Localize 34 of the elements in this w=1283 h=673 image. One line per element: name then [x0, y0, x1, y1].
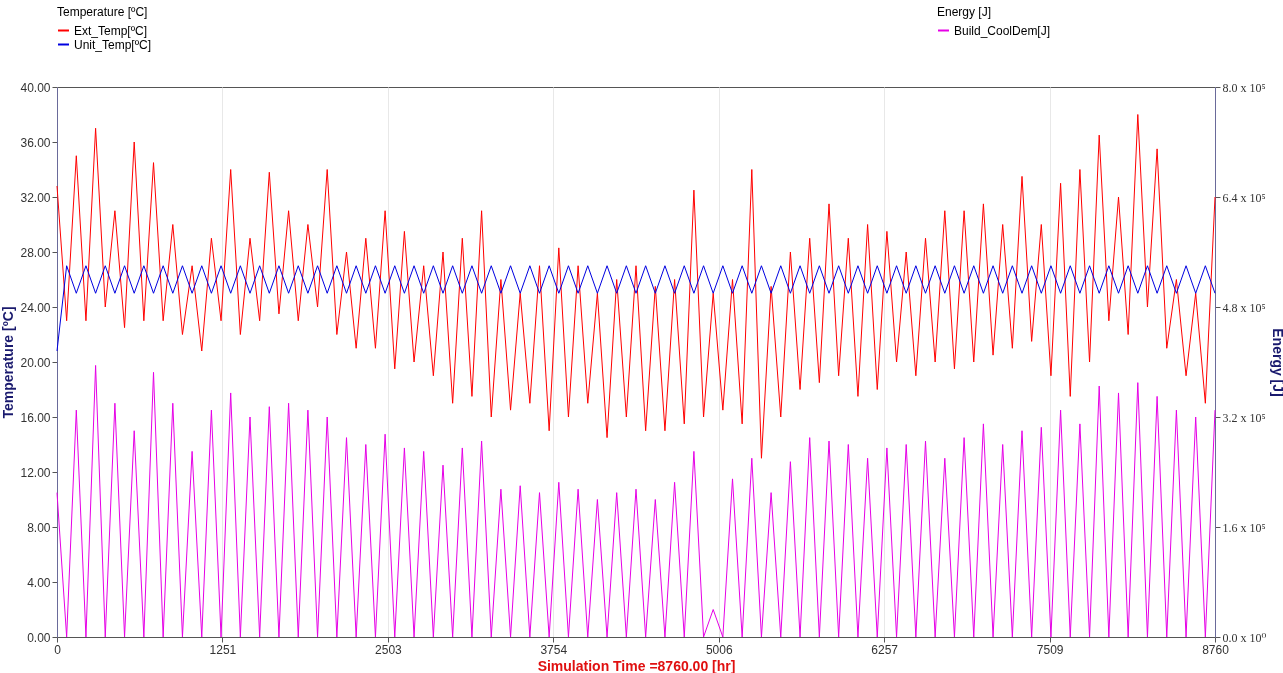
x-tick-label: 7509	[1036, 642, 1064, 657]
y-tick-label: 20.00	[20, 355, 51, 370]
x-tick-label: 2503	[375, 642, 403, 657]
x-tick-label: 3754	[540, 642, 568, 657]
y2-axis-title: Energy [J]	[1270, 328, 1283, 397]
y-tick-label: 24.00	[20, 300, 51, 315]
line-series	[56, 114, 1216, 459]
y-tick-label: 4.00	[27, 575, 51, 590]
y-tick-label: 36.00	[20, 135, 51, 150]
y-tick-label: 16.00	[20, 410, 51, 425]
y2-tick-label: 3.2 x 10⁵	[1222, 410, 1266, 425]
legend-label: Build_CoolDem[J]	[954, 23, 1051, 38]
legend-title: Temperature [ºC]	[57, 5, 148, 19]
x-tick-label: 5006	[705, 642, 733, 657]
y2-tick-label: 4.8 x 10⁵	[1222, 300, 1266, 315]
y2-tick-label: 8.0 x 10⁵	[1222, 80, 1266, 95]
legend-label: Unit_Temp[ºC]	[74, 37, 152, 52]
x-axis-title: Simulation Time =8760.00 [hr]	[537, 657, 736, 673]
y-tick-label: 0.00	[27, 630, 51, 645]
y-tick-label: 12.00	[20, 465, 51, 480]
x-tick-label: 0	[54, 642, 62, 657]
text: Energy [J]	[937, 5, 992, 19]
y2-tick-label: 1.6 x 10⁵	[1222, 520, 1266, 535]
legend-label: Ext_Temp[ºC]	[74, 23, 148, 38]
y2-tick-label: 6.4 x 10⁵	[1222, 190, 1266, 205]
y-tick-label: 32.00	[20, 190, 51, 205]
x-tick-label: 6257	[871, 642, 899, 657]
y-axis-title: Temperature [ºC]	[0, 306, 17, 419]
y2-tick-label: 0.0 x 10⁰	[1222, 630, 1267, 645]
y-tick-label: 8.00	[27, 520, 51, 535]
y-tick-label: 28.00	[20, 245, 51, 260]
y-tick-label: 40.00	[20, 80, 51, 95]
x-tick-label: 8760	[1202, 642, 1230, 657]
x-tick-label: 1251	[209, 642, 237, 657]
